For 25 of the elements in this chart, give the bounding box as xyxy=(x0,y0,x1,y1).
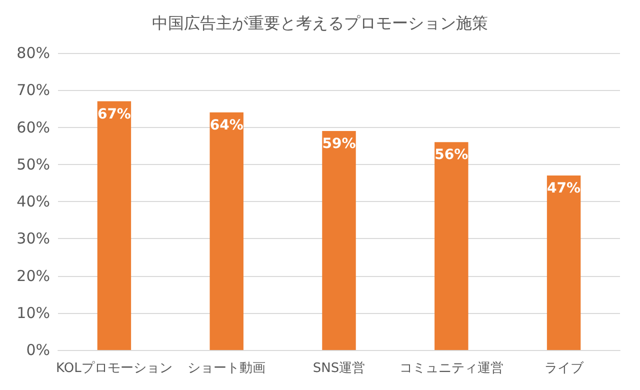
y-tick-label: 10% xyxy=(16,304,50,322)
y-tick-label: 30% xyxy=(16,230,50,248)
y-tick-label: 80% xyxy=(16,44,50,62)
bar xyxy=(546,176,581,350)
bar xyxy=(322,130,356,350)
y-tick-label: 20% xyxy=(16,266,50,285)
x-tick-label: ライブ xyxy=(544,361,584,376)
y-tick-label: 40% xyxy=(16,192,50,210)
y-tick-label: 50% xyxy=(16,155,50,174)
data-label: 56% xyxy=(434,147,468,164)
bar xyxy=(97,101,132,350)
x-tick-label: KOLプロモーション xyxy=(56,361,172,376)
x-tick-label: SNS運営 xyxy=(312,361,366,376)
y-tick-label: 60% xyxy=(16,118,50,136)
bar xyxy=(434,142,468,350)
x-tick-label: コミュニティ運営 xyxy=(399,361,504,376)
y-tick-label: 0% xyxy=(26,341,50,359)
bar xyxy=(210,112,244,350)
chart-title: 中国広告主が重要と考えるプロモーション施策 xyxy=(152,14,488,32)
data-label: 47% xyxy=(547,180,581,197)
data-label: 67% xyxy=(97,106,131,122)
data-label: 59% xyxy=(322,136,356,152)
y-tick-label: 70% xyxy=(16,81,50,100)
x-tick-label: ショート動画 xyxy=(188,361,266,376)
data-label: 64% xyxy=(210,117,244,134)
